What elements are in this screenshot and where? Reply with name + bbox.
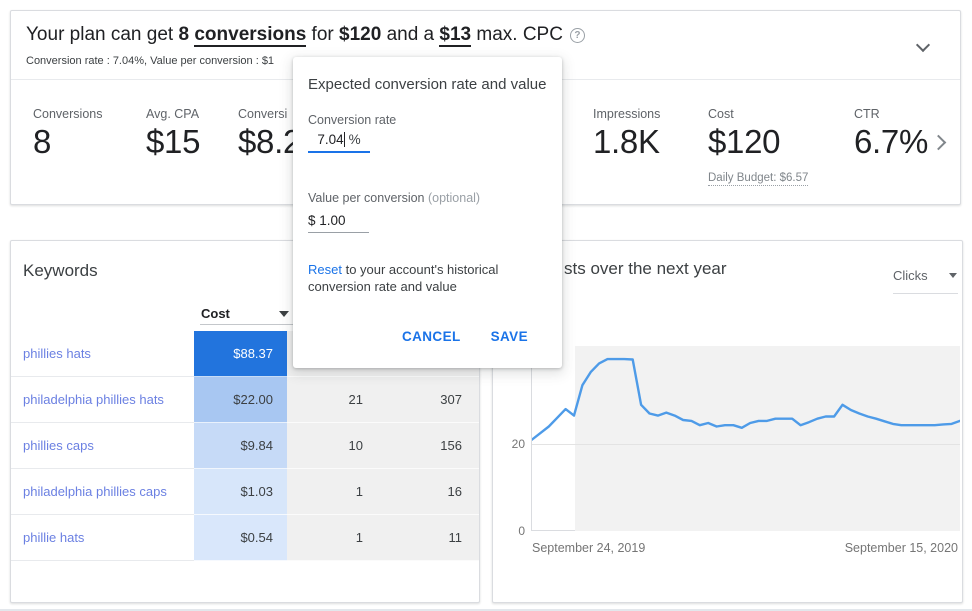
- headline-segment[interactable]: conversions: [194, 24, 307, 47]
- optional-hint: (optional): [427, 191, 481, 205]
- keywords-title: Keywords: [23, 261, 98, 280]
- expected-conversion-dialog: Expected conversion rate and value Conve…: [293, 57, 562, 368]
- metric-cell: 10: [287, 423, 377, 469]
- text-caret: [343, 132, 345, 147]
- reset-link[interactable]: Reset: [308, 262, 342, 277]
- dialog-title: Expected conversion rate and value: [308, 76, 547, 93]
- value-per-conversion-input[interactable]: $ 1.00: [308, 209, 369, 233]
- clicks-chart-plot: [531, 346, 960, 531]
- metric-cell: 1: [287, 469, 377, 515]
- cost-cell: $0.54: [194, 515, 287, 561]
- headline-segment: 8: [178, 24, 195, 45]
- forecast-chart-panel: sts over the next year Clicks 20 0 Septe…: [492, 240, 963, 603]
- x-axis-label-start: September 24, 2019: [532, 541, 646, 555]
- headline-segment: for: [306, 24, 340, 45]
- table-row: philadelphia phillies caps $1.03 1 16: [11, 469, 479, 515]
- metric-cell: 156: [377, 423, 479, 469]
- cost-header-underline: [200, 324, 295, 325]
- gridline-20: [532, 444, 960, 445]
- cost-cell: $9.84: [194, 423, 287, 469]
- metric-cell: 21: [287, 377, 377, 423]
- metric-dropdown-label: Clicks: [893, 268, 928, 283]
- conversion-rate-input[interactable]: 7.04%: [308, 128, 370, 153]
- dropdown-underline: [893, 293, 958, 294]
- conversion-rate-label: Conversion rate: [308, 113, 397, 127]
- headline-segment: $120: [339, 24, 382, 45]
- reset-paragraph: Reset to your account's historical conve…: [308, 262, 499, 294]
- metric-cell: 11: [377, 515, 479, 561]
- metric-cell: 307: [377, 377, 479, 423]
- keyword-link[interactable]: phillies hats: [11, 331, 194, 377]
- cost-column-header[interactable]: Cost: [201, 306, 289, 321]
- keyword-link[interactable]: philadelphia phillies hats: [11, 377, 194, 423]
- help-icon[interactable]: ?: [569, 28, 585, 43]
- chevron-right-icon[interactable]: [930, 134, 947, 151]
- plan-headline-text: Your plan can get 8 conversions for $120…: [26, 24, 563, 47]
- x-axis-label-end: September 15, 2020: [844, 541, 958, 555]
- window-bottom-edge: [0, 609, 972, 611]
- sort-descending-icon: [279, 310, 289, 317]
- cost-cell: $1.03: [194, 469, 287, 515]
- conversion-rate-value: 7.04: [317, 132, 344, 147]
- table-row: philadelphia phillies hats $22.00 21 307: [11, 377, 479, 423]
- clicks-line-svg: [532, 357, 960, 441]
- cost-cell: $88.37: [194, 331, 287, 377]
- headline-segment[interactable]: $13: [439, 24, 472, 47]
- chevron-down-icon[interactable]: [915, 37, 931, 53]
- keyword-link[interactable]: phillie hats: [11, 515, 194, 561]
- table-row: phillies caps $9.84 10 156: [11, 423, 479, 469]
- metric-dropdown[interactable]: Clicks: [893, 268, 957, 283]
- clicks-line: [532, 357, 960, 441]
- plan-headline: Your plan can get 8 conversions for $120…: [26, 24, 585, 47]
- keyword-link[interactable]: philadelphia phillies caps: [11, 469, 194, 515]
- keyword-link[interactable]: phillies caps: [11, 423, 194, 469]
- value-per-conversion-value: $ 1.00: [308, 213, 346, 228]
- percent-suffix: %: [348, 132, 361, 147]
- metric-cell: 1: [287, 515, 377, 561]
- y-axis-tick-20: 20: [511, 437, 525, 451]
- keywords-panel: Keywords Cost phillies hats $88.37 philade…: [10, 240, 480, 603]
- forecast-shaded-region: [575, 346, 960, 531]
- headline-segment: max. CPC: [471, 24, 563, 45]
- y-axis-tick-0: 0: [518, 524, 525, 538]
- headline-segment: and a: [381, 24, 440, 45]
- cost-header-label: Cost: [201, 306, 230, 321]
- chart-title: sts over the next year: [564, 259, 727, 278]
- cost-cell: $22.00: [194, 377, 287, 423]
- headline-segment: Your plan can get: [26, 24, 179, 45]
- table-row: phillie hats $0.54 1 11: [11, 515, 479, 561]
- metric-cell: 16: [377, 469, 479, 515]
- keywords-table-body: phillies hats $88.37 philadelphia phillies…: [11, 331, 479, 561]
- value-per-conversion-label: Value per conversion (optional): [308, 191, 481, 205]
- dropdown-arrow-icon: [949, 273, 957, 278]
- cancel-button[interactable]: CANCEL: [401, 329, 461, 344]
- save-button[interactable]: SAVE: [490, 329, 528, 344]
- plan-subtitle: Conversion rate : 7.04%, Value per conve…: [26, 55, 275, 67]
- daily-budget[interactable]: Daily Budget: $6.57: [708, 172, 809, 186]
- dialog-buttons: CANCEL SAVE: [293, 329, 562, 344]
